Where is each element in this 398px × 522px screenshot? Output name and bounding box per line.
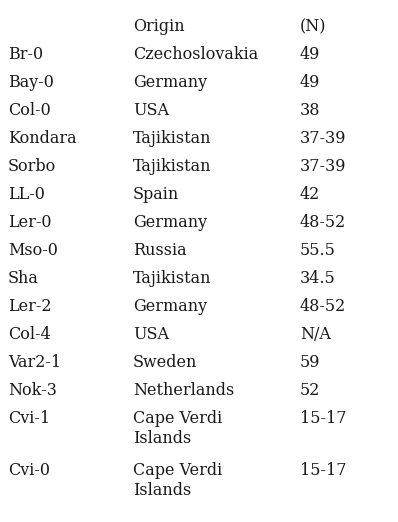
Text: USA: USA bbox=[133, 102, 169, 119]
Text: Tajikistan: Tajikistan bbox=[133, 130, 211, 147]
Text: 15-17: 15-17 bbox=[300, 410, 347, 427]
Text: Germany: Germany bbox=[133, 214, 207, 231]
Text: 48-52: 48-52 bbox=[300, 298, 346, 315]
Text: Sha: Sha bbox=[8, 270, 39, 287]
Text: 49: 49 bbox=[300, 74, 320, 91]
Text: LL-0: LL-0 bbox=[8, 186, 45, 203]
Text: Mso-0: Mso-0 bbox=[8, 242, 58, 259]
Text: 52: 52 bbox=[300, 382, 320, 399]
Text: Bay-0: Bay-0 bbox=[8, 74, 54, 91]
Text: Col-0: Col-0 bbox=[8, 102, 51, 119]
Text: Cvi-1: Cvi-1 bbox=[8, 410, 50, 427]
Text: 37-39: 37-39 bbox=[300, 130, 347, 147]
Text: N/A: N/A bbox=[300, 326, 331, 343]
Text: 59: 59 bbox=[300, 354, 320, 371]
Text: 49: 49 bbox=[300, 46, 320, 63]
Text: Kondara: Kondara bbox=[8, 130, 77, 147]
Text: Tajikistan: Tajikistan bbox=[133, 270, 211, 287]
Text: Germany: Germany bbox=[133, 298, 207, 315]
Text: Var2-1: Var2-1 bbox=[8, 354, 61, 371]
Text: Cape Verdi
Islands: Cape Verdi Islands bbox=[133, 462, 222, 499]
Text: Tajikistan: Tajikistan bbox=[133, 158, 211, 175]
Text: 15-17: 15-17 bbox=[300, 462, 347, 479]
Text: Cvi-0: Cvi-0 bbox=[8, 462, 50, 479]
Text: Germany: Germany bbox=[133, 74, 207, 91]
Text: Ler-0: Ler-0 bbox=[8, 214, 51, 231]
Text: Nok-3: Nok-3 bbox=[8, 382, 57, 399]
Text: 42: 42 bbox=[300, 186, 320, 203]
Text: Russia: Russia bbox=[133, 242, 187, 259]
Text: Origin: Origin bbox=[133, 18, 185, 35]
Text: 48-52: 48-52 bbox=[300, 214, 346, 231]
Text: 37-39: 37-39 bbox=[300, 158, 347, 175]
Text: Ler-2: Ler-2 bbox=[8, 298, 51, 315]
Text: Netherlands: Netherlands bbox=[133, 382, 234, 399]
Text: Sweden: Sweden bbox=[133, 354, 197, 371]
Text: 38: 38 bbox=[300, 102, 320, 119]
Text: Col-4: Col-4 bbox=[8, 326, 51, 343]
Text: Spain: Spain bbox=[133, 186, 179, 203]
Text: (N): (N) bbox=[300, 18, 326, 35]
Text: Czechoslovakia: Czechoslovakia bbox=[133, 46, 258, 63]
Text: 55.5: 55.5 bbox=[300, 242, 336, 259]
Text: Cape Verdi
Islands: Cape Verdi Islands bbox=[133, 410, 222, 447]
Text: Br-0: Br-0 bbox=[8, 46, 43, 63]
Text: Sorbo: Sorbo bbox=[8, 158, 56, 175]
Text: USA: USA bbox=[133, 326, 169, 343]
Text: 34.5: 34.5 bbox=[300, 270, 336, 287]
